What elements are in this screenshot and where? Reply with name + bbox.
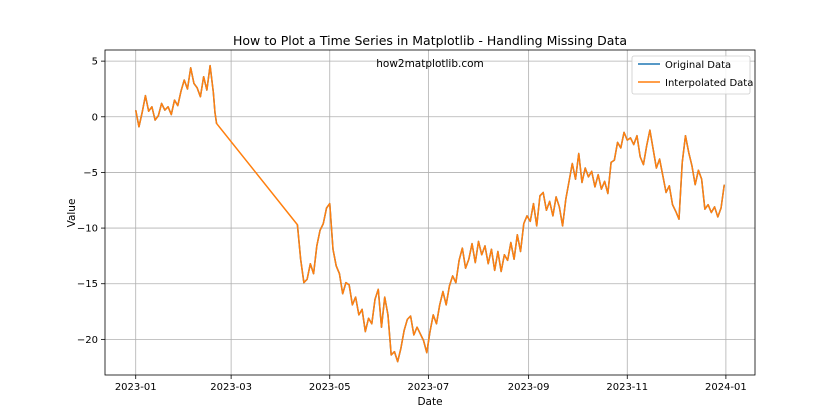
legend: Original Data Interpolated Data: [631, 55, 753, 95]
x-tick-label: 2023-01: [115, 382, 157, 393]
watermark-annotation: how2matplotlib.com: [376, 58, 484, 70]
series-line-interpolated-data: [134, 64, 726, 363]
y-tick-label: 5: [92, 57, 98, 68]
y-tick-label: −5: [83, 168, 98, 179]
plot-lines: [134, 64, 726, 363]
x-tick-label: 2023-05: [309, 382, 351, 393]
x-tick-label: 2024-01: [705, 382, 747, 393]
x-axis-label: Date: [417, 396, 442, 408]
x-tick-label: 2023-09: [508, 382, 550, 393]
y-tick-label: 0: [92, 112, 98, 123]
y-tick-label: −10: [77, 224, 98, 235]
legend-label-interpolated: Interpolated Data: [665, 78, 753, 89]
chart-title: How to Plot a Time Series in Matplotlib …: [233, 33, 627, 48]
legend-box: [631, 55, 751, 95]
x-tick-label: 2023-11: [606, 382, 648, 393]
y-axis-ticks: 5 0 −5 −10 −15 −20: [77, 57, 105, 346]
y-tick-label: −15: [77, 279, 98, 290]
plot-area-frame: [104, 49, 756, 376]
x-tick-label: 2023-03: [210, 382, 252, 393]
x-tick-label: 2023-07: [407, 382, 449, 393]
legend-label-original: Original Data: [665, 60, 731, 71]
y-axis-label: Value: [66, 199, 78, 228]
y-tick-label: −20: [77, 335, 98, 346]
x-axis-ticks: 2023-01 2023-03 2023-05 2023-07 2023-09 2023-…: [115, 375, 747, 393]
